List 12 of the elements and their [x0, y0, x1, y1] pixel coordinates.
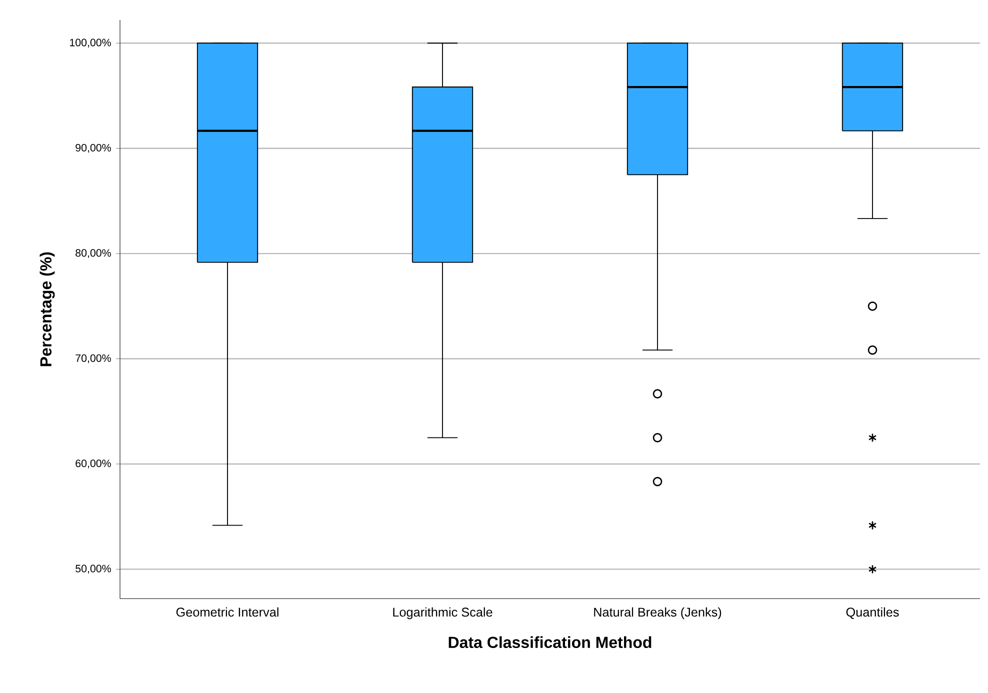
x-axis-title: Data Classification Method: [448, 636, 652, 648]
x-tick-label: Geometric Interval: [176, 607, 278, 617]
y-tick-label: 50,00%: [76, 564, 111, 574]
y-axis-title: Percentage (%): [40, 252, 55, 366]
y-tick-label: 70,00%: [76, 354, 111, 364]
x-tick-label: Logarithmic Scale: [393, 607, 492, 620]
y-tick-label: 100,00%: [70, 38, 111, 48]
x-tick-label: Quantiles: [846, 607, 899, 619]
y-tick-label: 90,00%: [76, 144, 111, 153]
y-tick-label: 80,00%: [76, 248, 111, 258]
y-tick-label: 60,00%: [76, 459, 111, 468]
x-tick-label: Natural Breaks (Jenks): [594, 607, 722, 620]
